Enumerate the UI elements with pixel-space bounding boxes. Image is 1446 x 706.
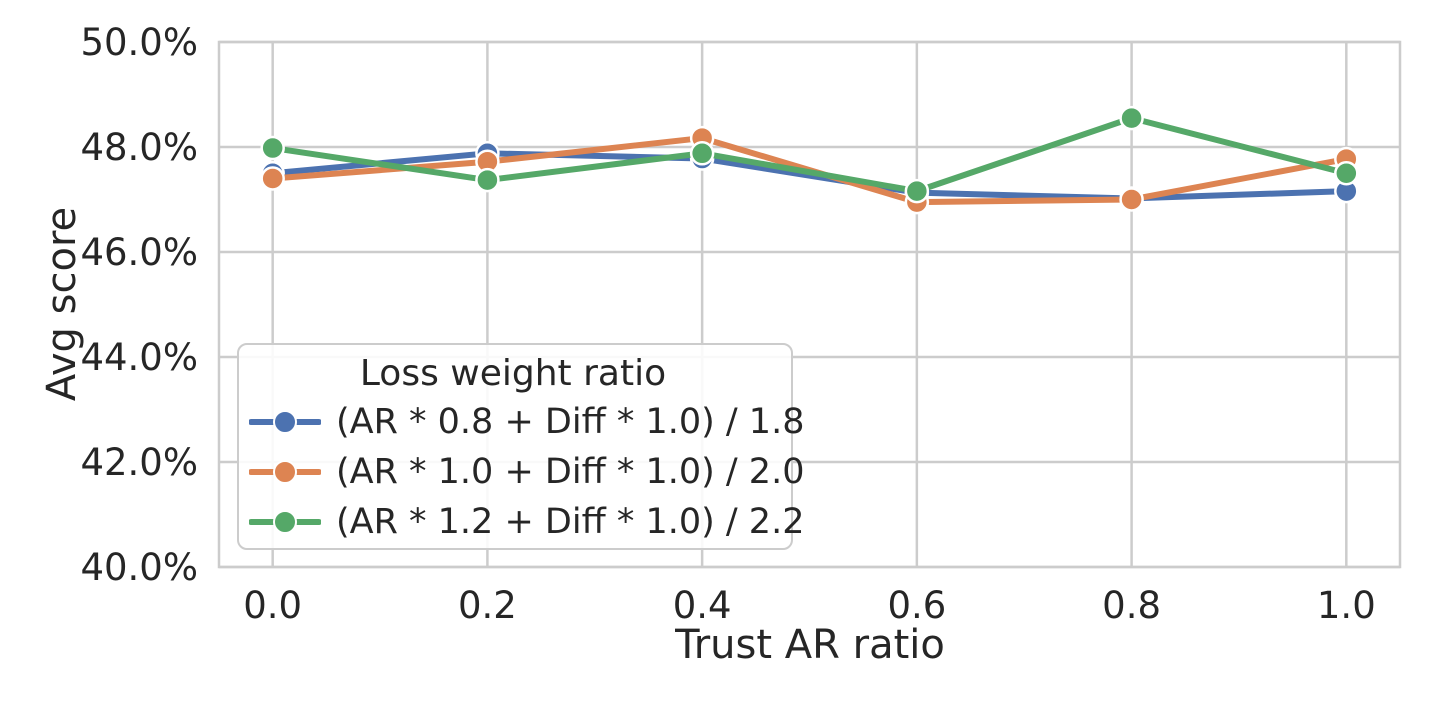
legend-items: (AR * 0.8 + Diff * 1.0) / 1.8 (AR * 1.0 +…: [249, 397, 804, 547]
x-tick-label: 1.0: [1317, 584, 1376, 627]
x-tick-label: 0.8: [1102, 584, 1161, 627]
x-tick-label: 0.4: [673, 584, 732, 627]
legend-item-label: (AR * 1.0 + Diff * 1.0) / 2.0: [336, 451, 805, 492]
axes-frame: [217, 40, 1402, 569]
y-tick-label: 50.0%: [80, 21, 198, 64]
legend-item: (AR * 0.8 + Diff * 1.0) / 1.8: [249, 397, 804, 447]
data-point-s2: [1334, 161, 1359, 186]
data-point-s2: [1119, 105, 1144, 131]
x-tick-label: 0.6: [887, 584, 946, 627]
y-tick-label: 40.0%: [80, 546, 198, 589]
legend-item: (AR * 1.2 + Diff * 1.0) / 2.2: [249, 497, 804, 547]
legend-swatch-icon: [249, 410, 321, 434]
legend-item-label: (AR * 1.2 + Diff * 1.0) / 2.2: [336, 501, 805, 542]
data-point-s2: [904, 178, 930, 204]
x-tick-label: 0.0: [243, 584, 302, 627]
x-axis-label: Trust AR ratio: [675, 622, 945, 668]
data-point-s1: [260, 166, 285, 191]
data-point-s2: [689, 141, 715, 166]
series-line-0: [269, 150, 1350, 202]
data-point-s2: [475, 167, 500, 193]
x-tick-label: 0.2: [458, 584, 517, 627]
y-tick-label: 48.0%: [80, 126, 198, 169]
legend-title: Loss weight ratio: [359, 353, 667, 394]
legend: Loss weight ratio (AR * 0.8 + Diff * 1.0…: [237, 343, 804, 550]
legend-swatch-icon: [249, 510, 321, 534]
data-point-s2: [260, 135, 285, 161]
legend-item-label: (AR * 0.8 + Diff * 1.0) / 1.8: [336, 401, 805, 442]
series-line-2: [269, 115, 1350, 195]
y-tick-label: 42.0%: [80, 441, 198, 484]
y-tick-label: 46.0%: [80, 231, 198, 274]
data-point-s1: [1119, 187, 1144, 212]
legend-swatch-icon: [249, 460, 321, 484]
y-axis-label: Avg score: [39, 206, 85, 402]
y-tick-label: 44.0%: [80, 336, 198, 379]
legend-item: (AR * 1.0 + Diff * 1.0) / 2.0: [249, 447, 804, 497]
